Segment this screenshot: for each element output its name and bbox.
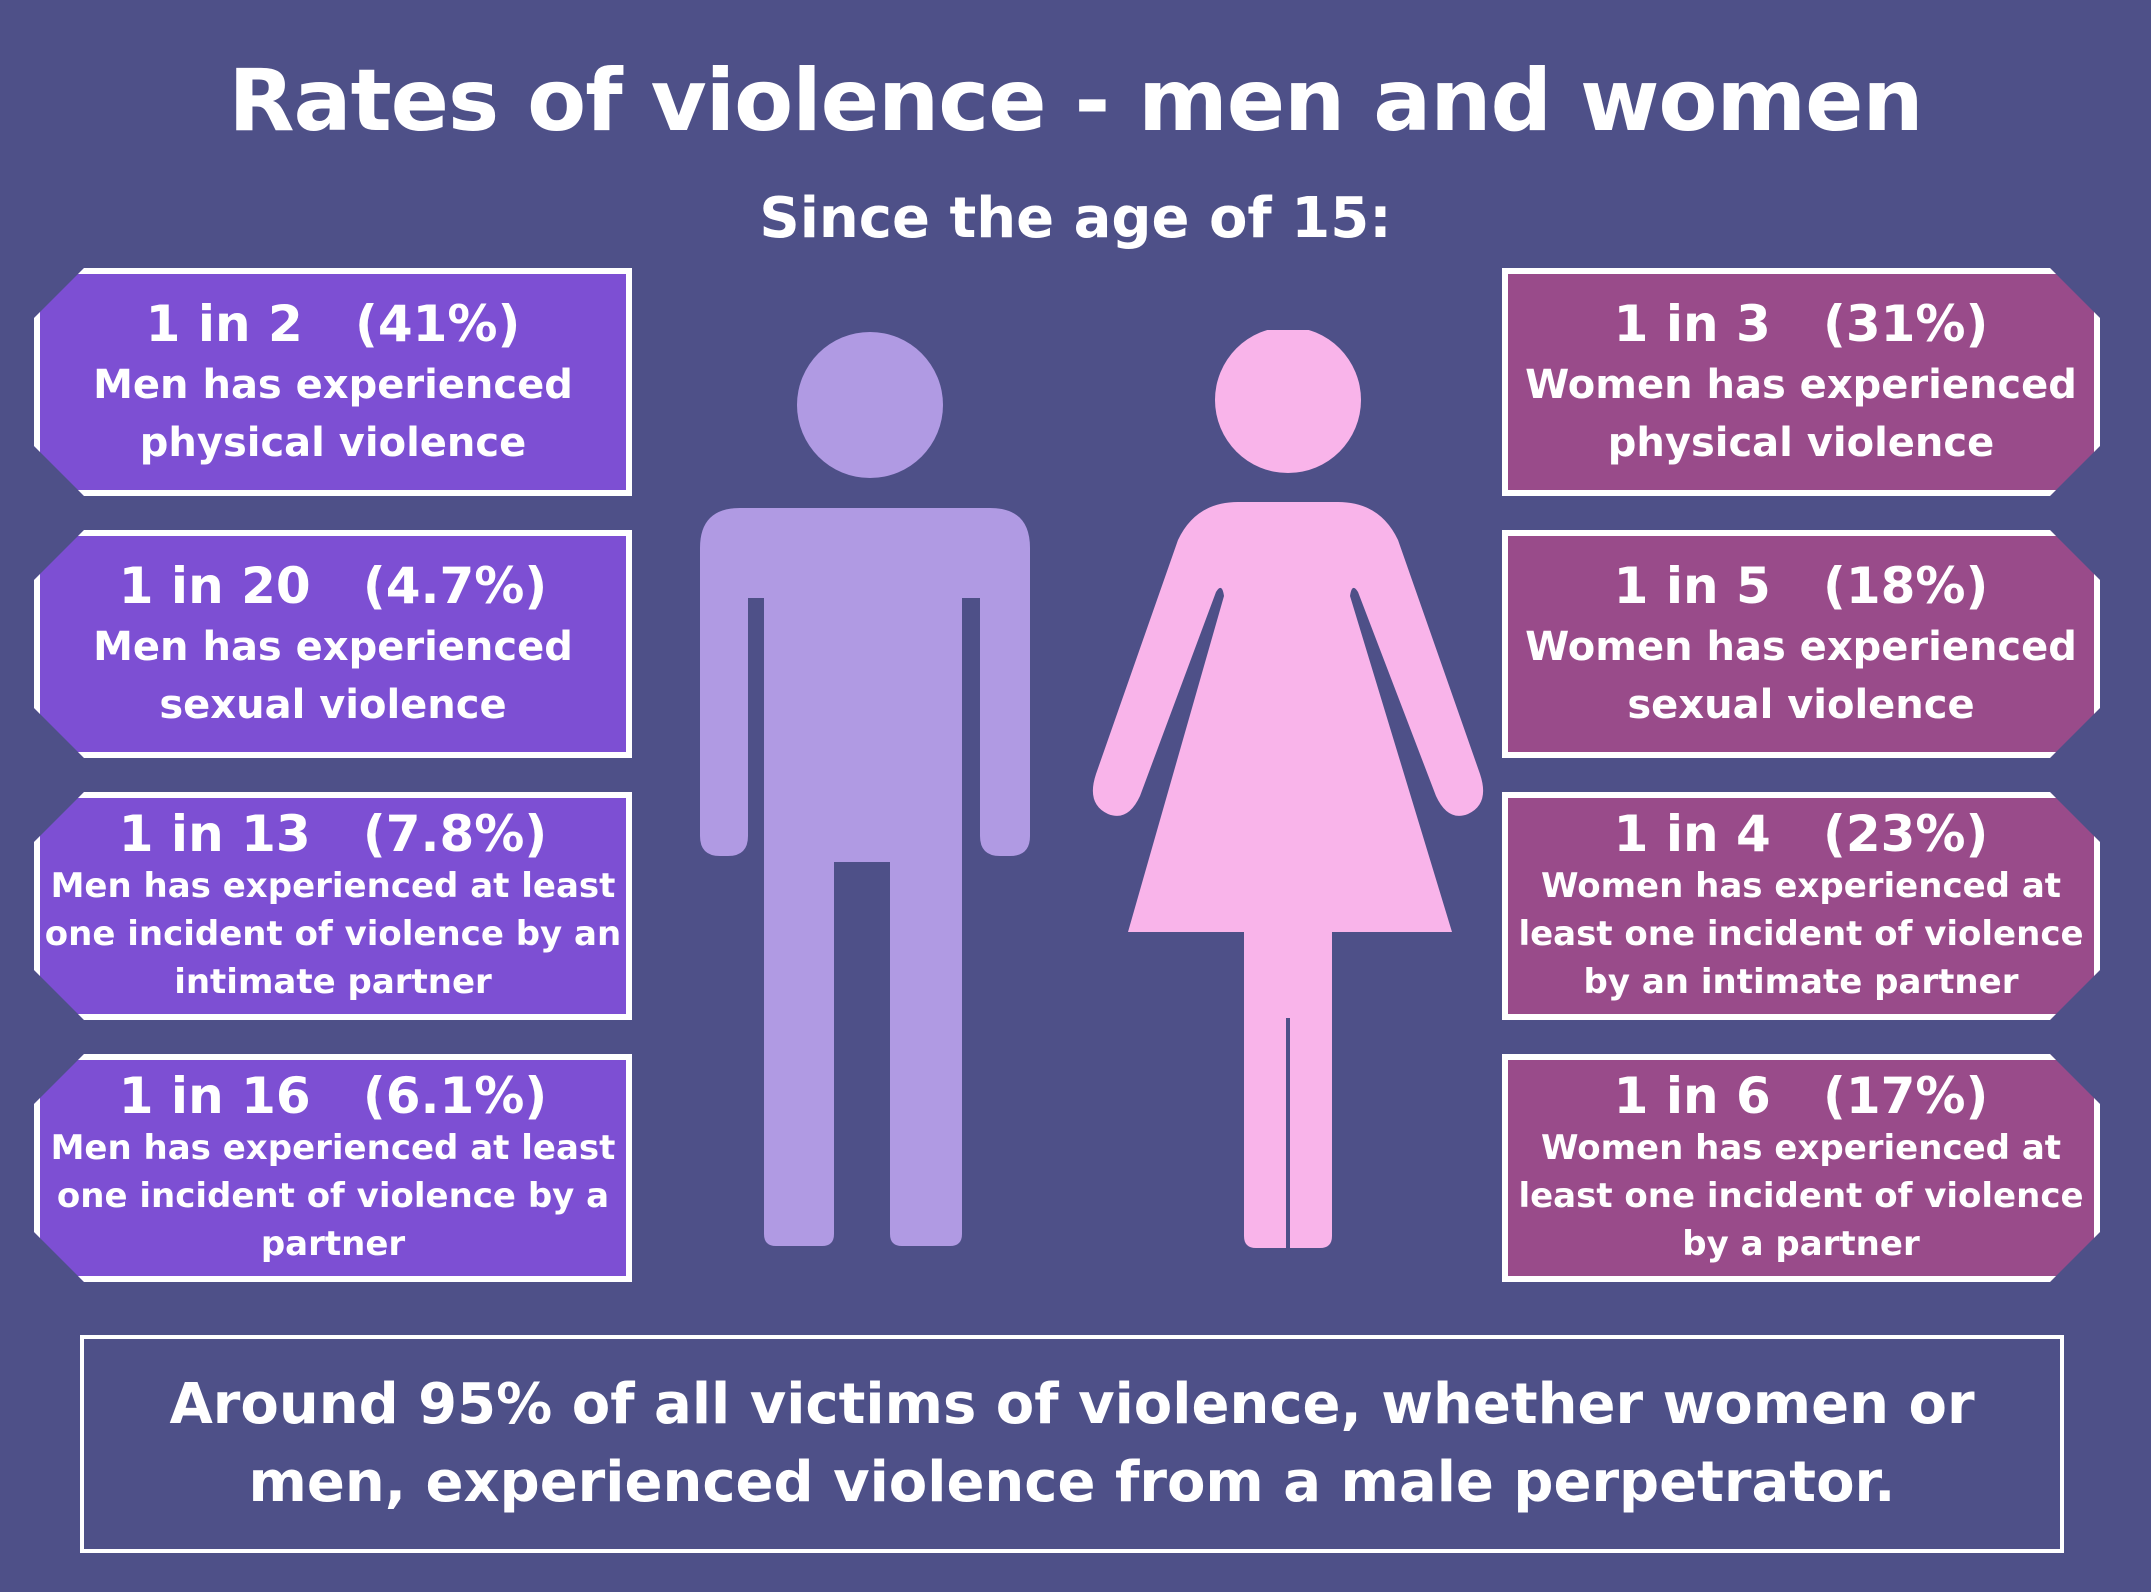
stat-description: Men has experienced at least one inciden… [44,866,622,1002]
stat-ratio: 1 in 5 (18%) [1613,557,1989,615]
men-stat-physical: 1 in 2 (41%) Men has experienced physica… [34,268,632,496]
stat-ratio: 1 in 16 (6.1%) [118,1067,548,1125]
women-stat-sexual: 1 in 5 (18%) Women has experienced sexua… [1502,530,2100,758]
stat-description: Women has experienced physical violence [1525,362,2077,466]
stat-description: Men has experienced sexual violence [93,624,573,728]
stat-ratio: 1 in 6 (17%) [1613,1067,1989,1125]
stat-description: Men has experienced physical violence [93,362,573,466]
woman-figure-icon [1092,330,1484,1248]
men-stat-sexual: 1 in 20 (4.7%) Men has experienced sexua… [34,530,632,758]
footer-note: Around 95% of all victims of violence, w… [80,1335,2064,1553]
stat-ratio: 1 in 2 (41%) [145,295,521,353]
stat-ratio: 1 in 3 (31%) [1613,295,1989,353]
women-stat-partner: 1 in 6 (17%) Women has experienced at le… [1502,1054,2100,1282]
page-title: Rates of violence - men and women [228,51,1923,151]
women-stat-physical: 1 in 3 (31%) Women has experienced physi… [1502,268,2100,496]
page-subtitle: Since the age of 15: [759,186,1392,251]
stat-description: Women has experienced at least one incid… [1518,866,2084,1002]
stat-ratio: 1 in 4 (23%) [1613,805,1989,863]
stat-description: Men has experienced at least one inciden… [50,1128,616,1264]
stat-ratio: 1 in 13 (7.8%) [118,805,548,863]
figures-illustration [700,330,1484,1248]
stat-description: Women has experienced at least one incid… [1518,1128,2084,1264]
stat-ratio: 1 in 20 (4.7%) [118,557,548,615]
stat-description: Women has experienced sexual violence [1525,624,2077,728]
men-stat-partner: 1 in 16 (6.1%) Men has experienced at le… [34,1054,632,1282]
man-figure-icon [700,332,1030,1246]
women-stat-intimate-partner: 1 in 4 (23%) Women has experienced at le… [1502,792,2100,1020]
men-stat-intimate-partner: 1 in 13 (7.8%) Men has experienced at le… [34,792,632,1020]
